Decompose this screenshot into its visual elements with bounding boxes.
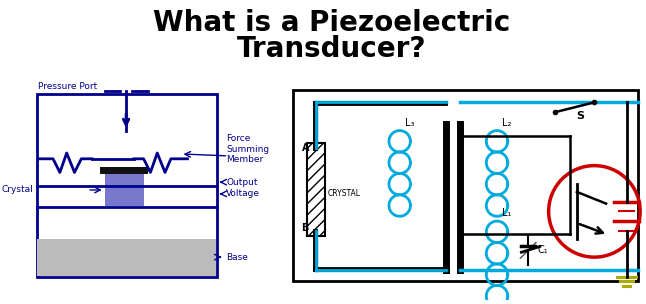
- Bar: [307, 143, 325, 236]
- Bar: [37, 239, 216, 276]
- Bar: [37, 94, 216, 277]
- Text: L₂: L₂: [502, 118, 511, 128]
- Bar: [293, 90, 638, 282]
- Text: L₁: L₁: [502, 208, 511, 218]
- Text: Force
Summing
Member: Force Summing Member: [226, 134, 269, 164]
- Text: Base: Base: [226, 253, 248, 262]
- Text: What is a Piezoelectric: What is a Piezoelectric: [153, 9, 510, 37]
- Bar: [105, 174, 143, 206]
- Text: Output
Voltage: Output Voltage: [226, 178, 260, 198]
- Text: S: S: [576, 111, 584, 121]
- Bar: [99, 167, 149, 174]
- Text: Pressure Port: Pressure Port: [38, 82, 98, 91]
- Text: Crystal: Crystal: [2, 185, 34, 195]
- Text: Transducer?: Transducer?: [237, 35, 426, 63]
- Text: L₃: L₃: [404, 118, 414, 128]
- Text: B: B: [302, 223, 309, 233]
- Text: C₁: C₁: [538, 245, 548, 255]
- Text: A: A: [302, 143, 309, 153]
- Text: CRYSTAL: CRYSTAL: [328, 189, 360, 199]
